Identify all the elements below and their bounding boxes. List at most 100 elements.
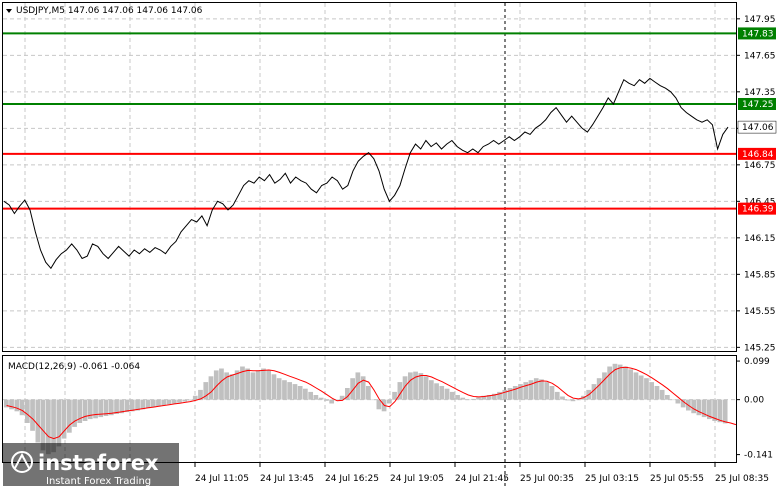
macd-bar [607, 366, 613, 400]
macd-bar [297, 386, 303, 400]
macd-bar [612, 363, 618, 400]
macd-bar [4, 399, 9, 408]
macd-bar [19, 399, 25, 416]
macd-bar [61, 399, 67, 439]
macd-bar [271, 374, 277, 400]
macd-bar [465, 399, 471, 401]
macd-bar [224, 372, 230, 400]
macd-bar [360, 376, 366, 400]
macd-bar [46, 399, 51, 455]
macd-bar [371, 399, 376, 401]
macd-bar [334, 399, 340, 401]
macd-bar [140, 399, 146, 410]
price-tick-label: 145.25 [744, 343, 776, 353]
symbol-dropdown-icon[interactable] [6, 9, 12, 13]
macd-bar [434, 383, 439, 400]
macd-bar [203, 382, 209, 400]
macd-tick-label: -0.141 [744, 451, 773, 461]
macd-bar [518, 384, 523, 400]
macd-bar [93, 399, 98, 419]
macd-bar [591, 384, 597, 400]
macd-bar [14, 399, 20, 412]
macd-bar [701, 399, 707, 418]
macd-bar [523, 382, 529, 400]
macd-info: MACD(12,26,9) -0.061 -0.064 [8, 362, 140, 372]
time-tick-label: 24 Jul 21:45 [455, 474, 509, 484]
macd-bar [439, 386, 445, 400]
instaforex-watermark: instaforex Instant Forex Trading [3, 443, 179, 487]
time-axis: 24 Jul 11:05 24 Jul 13:45 24 Jul 16:25 24 J… [194, 462, 769, 484]
macd-bar [145, 399, 151, 409]
time-tick-label: 25 Jul 03:15 [585, 474, 639, 484]
macd-bar [460, 397, 466, 400]
macd-bar [240, 366, 245, 400]
macd-bar [649, 382, 655, 400]
macd-bar [554, 391, 560, 400]
macd-bar [707, 399, 712, 420]
macd-bar [418, 373, 424, 400]
macd-bar [124, 399, 130, 413]
macd-bar [329, 399, 335, 404]
current-price-label: 147.06 [742, 123, 774, 133]
level-tag-146.84 [738, 147, 776, 160]
macd-bar [114, 399, 119, 414]
macd-bar [266, 370, 272, 400]
macd-bar [533, 378, 539, 400]
macd-bar [423, 376, 429, 400]
macd-bar [51, 399, 56, 453]
macd-axis: 0.099 0.00 -0.141 [736, 357, 773, 461]
macd-bar [35, 399, 41, 443]
macd-bar [507, 388, 513, 400]
macd-bar [30, 399, 35, 431]
macd-bar [156, 399, 161, 407]
macd-bar [675, 399, 681, 404]
macd-bar [539, 379, 544, 400]
macd-bar [549, 386, 555, 400]
macd-bar [387, 399, 392, 404]
macd-bar [376, 399, 382, 410]
price-tick-label: 146.45 [744, 197, 776, 207]
macd-bar [350, 378, 356, 400]
macd-bar [429, 380, 434, 400]
macd-bar [544, 382, 550, 400]
macd-bar [313, 395, 319, 400]
price-tick-label: 147.65 [744, 51, 776, 61]
time-tick-label: 24 Jul 13:45 [260, 474, 314, 484]
macd-bar [596, 378, 602, 400]
macd-bar [402, 376, 408, 400]
instaforex-logo-icon [11, 451, 33, 473]
macd-bar [161, 399, 167, 406]
level-tag-label: 147.25 [742, 100, 774, 110]
price-tick-label: 145.55 [744, 307, 776, 317]
macd-bar [512, 386, 518, 400]
macd-bar [219, 368, 224, 400]
macd-bar [680, 399, 686, 408]
macd-bar [103, 399, 109, 416]
macd-bar [261, 368, 266, 400]
watermark-brand: instaforex [38, 451, 159, 475]
macd-bar [40, 399, 46, 451]
price-tick-label: 147.95 [744, 15, 776, 25]
current-price-tag: 147.06 [737, 120, 777, 134]
macd-bar [198, 389, 203, 400]
watermark-tagline: Instant Forex Trading [46, 476, 151, 487]
macd-bar [213, 370, 219, 400]
macd-bar [234, 370, 240, 400]
macd-bar [449, 391, 455, 400]
macd-bar [491, 393, 497, 400]
macd-bar [77, 399, 83, 423]
price-pane-frame [2, 2, 737, 352]
macd-bar [303, 388, 308, 400]
macd-bar [355, 372, 361, 400]
level-tag-147.83 [738, 27, 776, 40]
macd-bar [108, 399, 114, 416]
time-tick-label: 24 Jul 19:05 [390, 474, 444, 484]
macd-bar [135, 399, 140, 411]
price-tick-label: 145.85 [744, 270, 776, 280]
level-tags: 147.83 147.25 146.84 146.39 [738, 27, 776, 215]
macd-bar [565, 399, 571, 401]
macd-bar [628, 369, 634, 400]
macd-bar [528, 380, 534, 400]
macd-bar [617, 364, 623, 400]
